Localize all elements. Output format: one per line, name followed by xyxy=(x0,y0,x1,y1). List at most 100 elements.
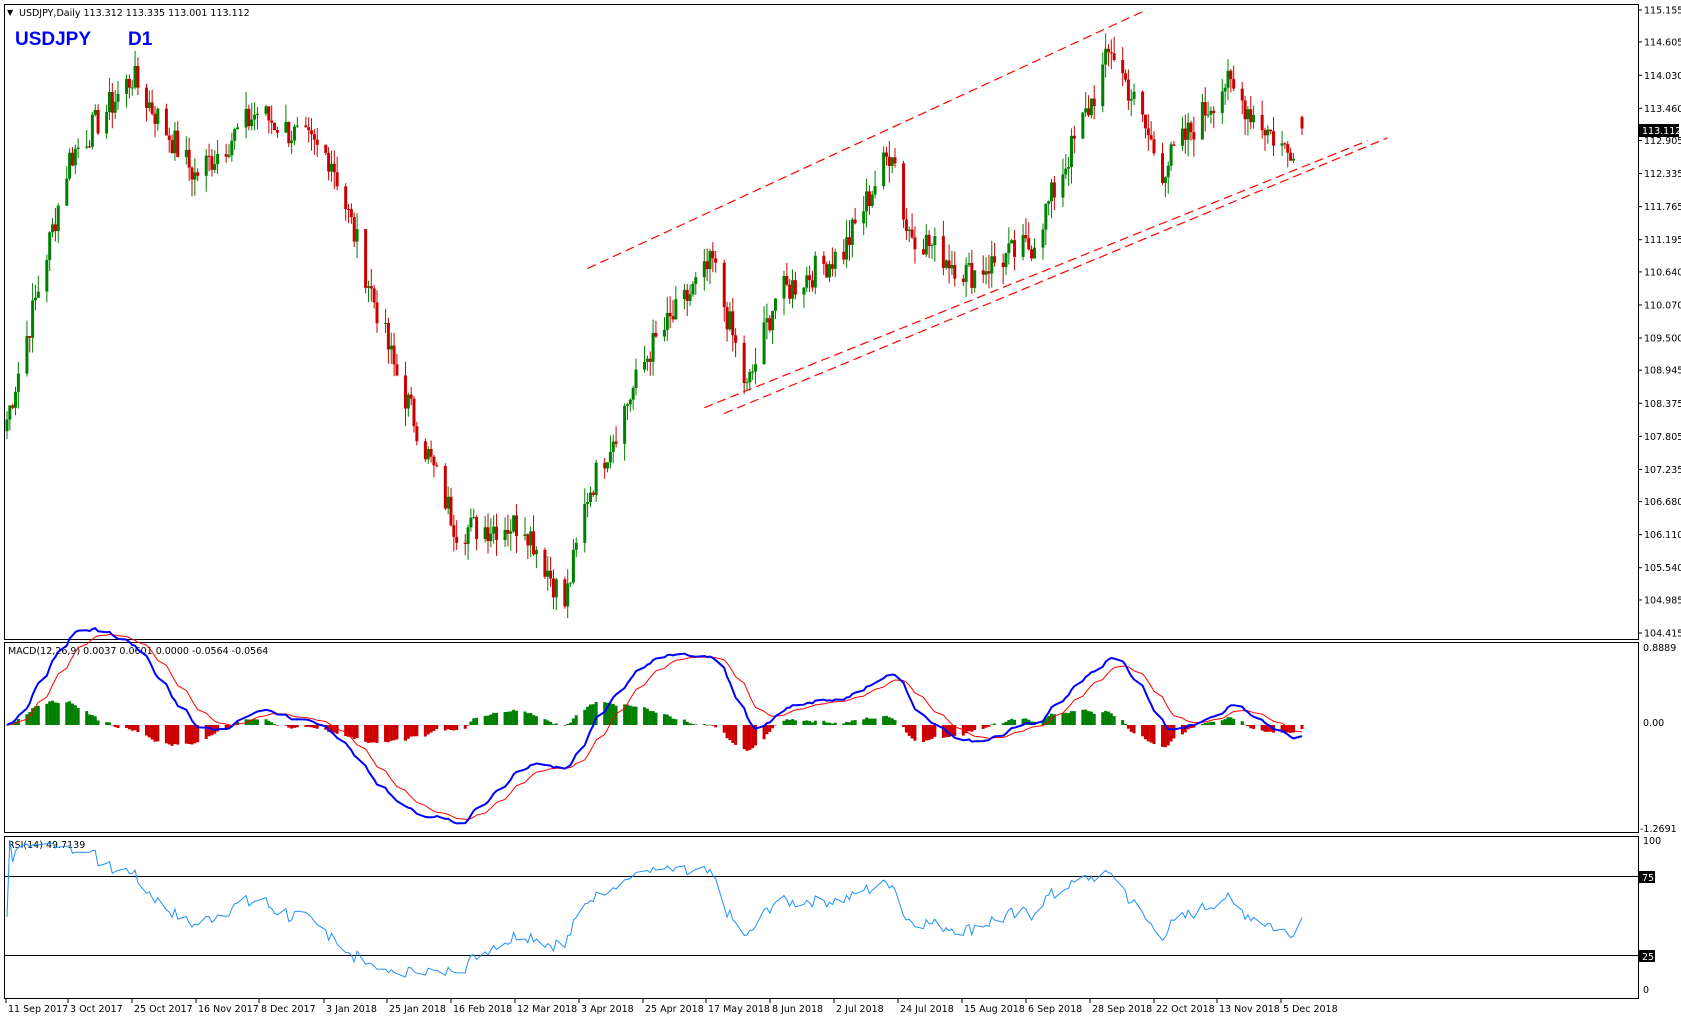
candle-body xyxy=(386,322,390,350)
candle-body xyxy=(645,358,649,362)
candle-body xyxy=(372,288,376,303)
date-tick-label: 3 Jan 2018 xyxy=(326,1004,377,1015)
macd-hist-bar xyxy=(543,719,547,725)
candle-body xyxy=(981,270,985,275)
macd-hist-bar xyxy=(48,701,52,725)
macd-hist-bar xyxy=(204,725,208,739)
chart-menu-icon[interactable]: ▼ xyxy=(7,8,14,17)
candle-body xyxy=(207,155,211,157)
candle-body xyxy=(722,262,726,308)
candle-body xyxy=(634,369,638,388)
candle-body xyxy=(1246,109,1250,120)
macd-hist-bar xyxy=(833,722,837,725)
macd-hist-bar xyxy=(36,705,40,725)
macd-hist-bar xyxy=(563,725,567,726)
macd-hist-bar xyxy=(665,714,669,725)
macd-hist-bar xyxy=(187,725,191,744)
price-tick-label: 107.805 xyxy=(1644,432,1681,443)
macd-hist-bar xyxy=(1243,724,1247,726)
candle-body xyxy=(930,245,934,247)
macd-hist-bar xyxy=(682,719,686,725)
macd-hist-bar xyxy=(1024,718,1028,725)
candle-body xyxy=(270,120,274,123)
candle-body xyxy=(1013,240,1017,257)
candle-body xyxy=(452,525,456,537)
candle-body xyxy=(904,219,908,231)
candle-body xyxy=(429,449,433,457)
macd-hist-bar xyxy=(96,720,100,725)
macd-hist-bar xyxy=(930,725,934,739)
candle-body xyxy=(1166,165,1170,178)
macd-hist-bar xyxy=(429,725,433,733)
candle-body xyxy=(432,456,436,466)
candle-body xyxy=(623,405,627,444)
macd-hist-bar xyxy=(366,725,370,743)
candle-body xyxy=(771,310,775,331)
candle-body xyxy=(1243,100,1247,120)
date-axis: 11 Sep 2017 3 Oct 2017 25 Oct 2017 16 Nov 2… xyxy=(5,999,1338,1015)
candle-body xyxy=(708,250,712,270)
macd-hist-bar xyxy=(483,715,487,725)
candle-body xyxy=(1263,130,1267,136)
candle-body xyxy=(825,264,829,278)
candle-body xyxy=(512,515,516,532)
candle-body xyxy=(435,465,439,467)
macd-hist-bar xyxy=(486,715,490,725)
date-tick-label: 25 Oct 2017 xyxy=(134,1004,193,1015)
candle-body xyxy=(492,526,496,534)
macd-hist-bar xyxy=(987,725,991,727)
macd-hist-bar xyxy=(1300,725,1304,730)
macd-hist-bar xyxy=(625,704,629,725)
candle-body xyxy=(1112,53,1116,61)
macd-hist-bar xyxy=(1286,725,1290,733)
candle-body xyxy=(1229,70,1233,80)
candle-body xyxy=(631,387,635,400)
macd-hist-bar xyxy=(5,725,9,726)
candle-body xyxy=(73,148,77,166)
macd-hist-bar xyxy=(993,723,997,725)
macd-hist-bar xyxy=(1166,725,1170,746)
macd-hist-bar xyxy=(1180,725,1184,735)
price-tick-label: 104.415 xyxy=(1644,629,1681,640)
candle-body xyxy=(48,232,52,261)
macd-hist-bar xyxy=(1084,709,1088,725)
candle-body xyxy=(594,462,598,495)
macd-hist-bar xyxy=(1072,711,1076,725)
macd-hist-bar xyxy=(184,725,188,744)
macd-hist-bar xyxy=(227,725,231,729)
macd-hist-bar xyxy=(668,716,672,725)
macd-hist-bar xyxy=(771,725,775,729)
macd-hist-bar xyxy=(1064,712,1068,725)
candle-body xyxy=(1141,91,1145,115)
macd-hist-bar xyxy=(1052,714,1056,725)
macd-hist-bar xyxy=(1143,725,1147,740)
candle-body xyxy=(890,157,894,166)
candle-body xyxy=(1163,177,1167,183)
candle-body xyxy=(153,113,157,124)
macd-hist-bar xyxy=(711,725,715,726)
macd-hist-bar xyxy=(822,720,826,725)
date-tick-label: 8 Dec 2017 xyxy=(261,1004,316,1015)
macd-hist-bar xyxy=(1161,725,1165,747)
candle-body xyxy=(1021,234,1025,257)
candle-body xyxy=(551,578,555,598)
macd-hist-bar xyxy=(1232,718,1236,725)
candle-body xyxy=(586,502,590,504)
macd-hist-bar xyxy=(423,725,427,737)
candle-body xyxy=(970,263,974,288)
candle-body xyxy=(110,91,114,113)
price-tick-label: 108.375 xyxy=(1644,399,1681,410)
candle-body xyxy=(993,256,997,263)
candle-body xyxy=(1212,110,1216,113)
macd-hist-bar xyxy=(773,724,777,726)
candle-body xyxy=(1272,131,1276,146)
macd-hist-bar xyxy=(941,725,945,738)
macd-hist-bar xyxy=(990,724,994,726)
candle-body xyxy=(267,106,271,121)
candle-body xyxy=(1200,102,1204,140)
candle-body xyxy=(910,229,914,238)
macd-hist-bar xyxy=(603,702,607,725)
candle-body xyxy=(290,140,294,144)
candle-body xyxy=(1027,238,1031,250)
macd-hist-bar xyxy=(1004,721,1008,725)
